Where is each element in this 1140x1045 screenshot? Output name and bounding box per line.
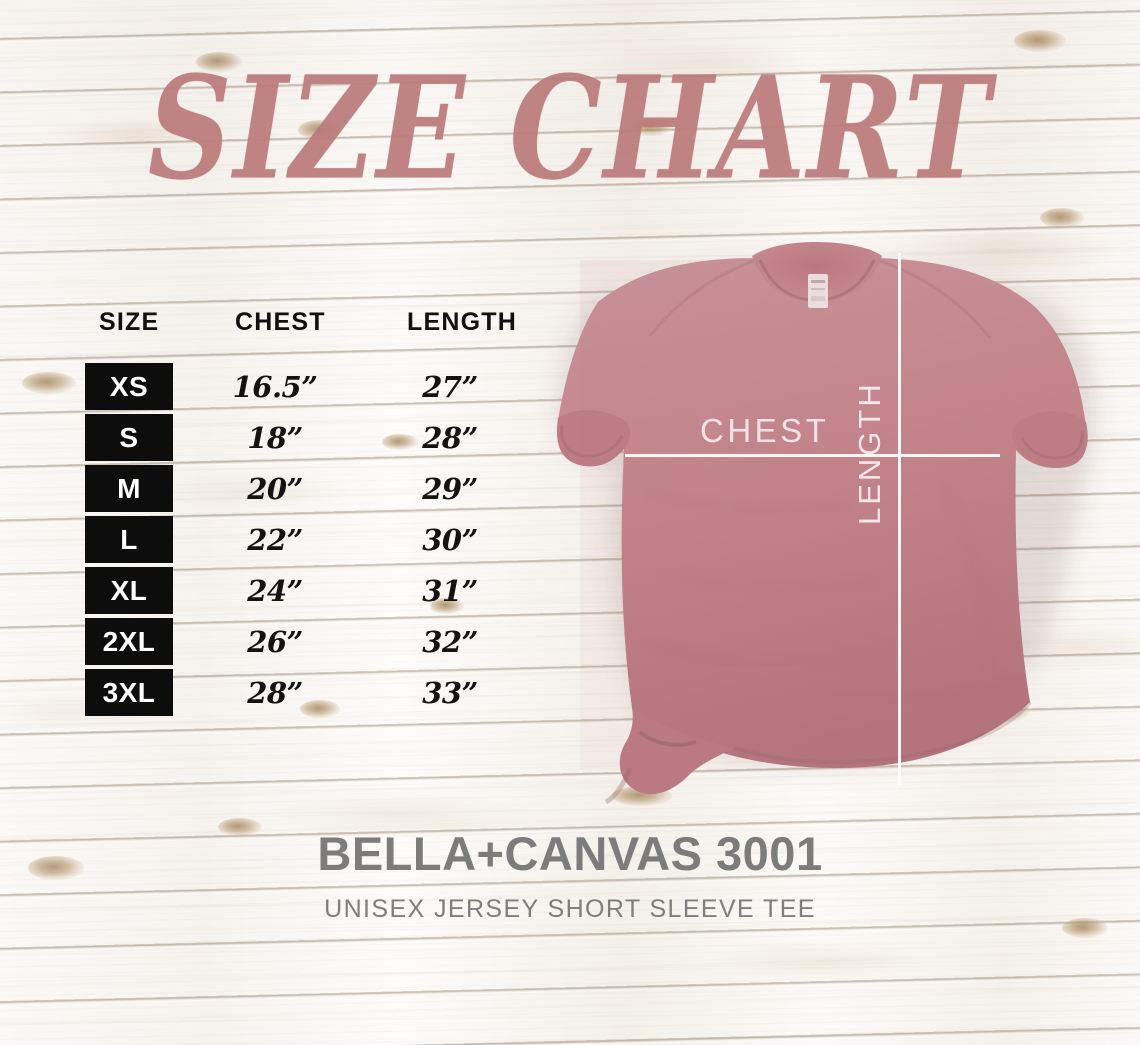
length-value: 32” — [422, 624, 478, 659]
wood-knot-icon — [218, 818, 262, 836]
chest-value: 16.5” — [232, 369, 318, 404]
heather-texture — [580, 260, 1090, 770]
chest-value: 18” — [247, 420, 303, 455]
wood-knot-icon — [28, 856, 84, 880]
tshirt-illustration — [557, 242, 1098, 805]
wood-knot-icon — [22, 372, 76, 394]
table-row: S 18” 28” — [85, 414, 555, 461]
length-value: 28” — [422, 420, 478, 455]
column-header-chest: CHEST — [235, 308, 326, 336]
page-title: SIZE CHART — [147, 45, 993, 212]
size-table: XS 16.5” 27” S 18” 28” M 20” 29” L 22” 3… — [85, 363, 555, 720]
chest-measure-line — [625, 454, 1000, 457]
size-label-badge: 2XL — [85, 618, 173, 665]
table-header-row: SIZE CHEST LENGTH — [85, 308, 555, 342]
length-overlay-label: LENGTH — [852, 381, 887, 525]
size-label-badge: M — [85, 465, 173, 512]
size-label-badge: L — [85, 516, 173, 563]
table-row: L 22” 30” — [85, 516, 555, 563]
chest-value: 26” — [247, 624, 303, 659]
size-label-badge: XL — [85, 567, 173, 614]
product-description: UNISEX JERSEY SHORT SLEEVE TEE — [324, 895, 816, 923]
table-row: XL 24” 31” — [85, 567, 555, 614]
table-row: XS 16.5” 27” — [85, 363, 555, 410]
chest-value: 20” — [247, 471, 303, 506]
brand-name: BELLA+CANVAS 3001 — [317, 827, 823, 880]
length-measure-line — [898, 253, 901, 785]
column-header-size: SIZE — [99, 308, 160, 336]
wood-knot-icon — [298, 120, 342, 140]
length-value: 30” — [422, 522, 478, 557]
table-row: 2XL 26” 32” — [85, 618, 555, 665]
size-label-badge: S — [85, 414, 173, 461]
chest-value: 28” — [247, 675, 303, 710]
wood-knot-icon — [1062, 918, 1108, 938]
wood-knot-icon — [196, 52, 242, 72]
wood-knot-icon — [382, 434, 418, 450]
chest-overlay-label: CHEST — [700, 412, 830, 449]
size-label-badge: 3XL — [85, 669, 173, 716]
tshirt-photo — [520, 240, 1120, 810]
length-value: 33” — [422, 675, 478, 710]
chest-value: 22” — [247, 522, 303, 557]
length-value: 27” — [422, 369, 478, 404]
length-value: 29” — [422, 471, 478, 506]
wood-knot-icon — [632, 118, 672, 136]
wood-knot-icon — [300, 700, 340, 718]
table-row: M 20” 29” — [85, 465, 555, 512]
wood-knot-icon — [1040, 208, 1084, 228]
chest-value: 24” — [247, 573, 303, 608]
hem-knot-tail — [604, 767, 633, 805]
length-value: 31” — [422, 573, 478, 608]
table-row: 3XL 28” 33” — [85, 669, 555, 716]
wood-knot-icon — [1014, 30, 1066, 52]
size-label-badge: XS — [85, 363, 173, 410]
wood-knot-icon — [430, 598, 464, 614]
column-header-length: LENGTH — [407, 308, 517, 336]
